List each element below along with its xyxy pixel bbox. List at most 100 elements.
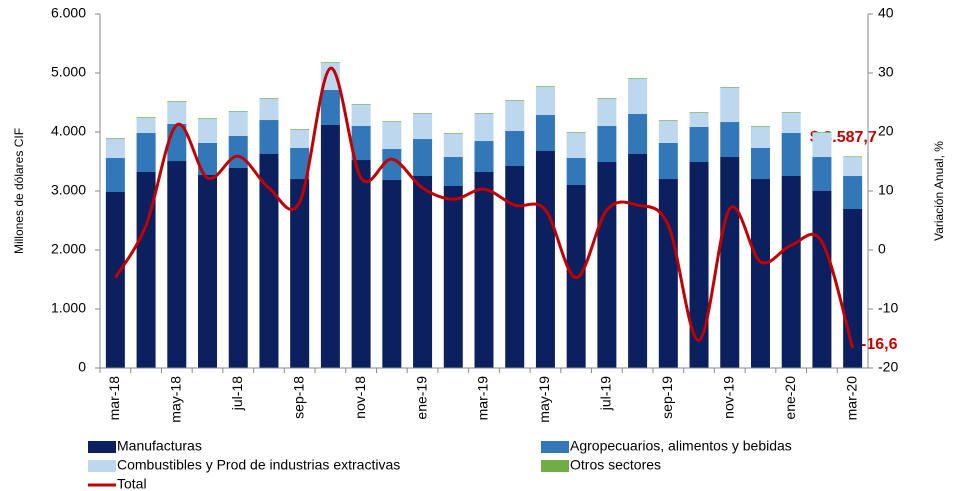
bar-segment — [812, 157, 832, 191]
bar-segment — [781, 133, 801, 177]
bar-segment — [413, 113, 433, 140]
bar-segment — [628, 114, 648, 155]
bar-segment — [720, 87, 740, 123]
bar-segment — [628, 154, 648, 368]
legend-swatch — [541, 460, 569, 472]
bar-segment — [843, 156, 863, 177]
y2-tick-label: -20 — [878, 359, 898, 375]
bar-segment — [198, 118, 218, 143]
bar-segment — [382, 180, 402, 368]
legend-label: Otros sectores — [570, 457, 661, 473]
bar-segment — [290, 147, 310, 180]
bar-segment — [658, 120, 678, 121]
x-tick-label: may-19 — [536, 376, 552, 423]
x-tick-label: nov-19 — [720, 376, 736, 419]
legend-label: Manufacturas — [117, 438, 202, 454]
bar-segment — [628, 78, 648, 79]
x-tick-label: sep-19 — [659, 376, 675, 419]
bar-segment — [136, 117, 156, 134]
x-tick-label: jul-19 — [598, 376, 614, 411]
bar-segment — [812, 191, 832, 368]
bar-segment — [474, 113, 494, 114]
bar-segment — [259, 154, 279, 368]
bar-segment — [167, 161, 187, 368]
bar-segment — [689, 111, 709, 113]
bar-segment — [750, 125, 770, 127]
bar-segment — [351, 103, 371, 105]
bar-segment — [843, 176, 863, 209]
x-tick-label: jul-18 — [229, 376, 245, 411]
bar-segment — [658, 120, 678, 143]
y-tick-label: 1.000 — [51, 300, 86, 316]
x-tick-label: mar-19 — [475, 376, 491, 421]
bar-segment — [505, 130, 525, 166]
bar-segment — [167, 101, 187, 102]
bar-segment — [689, 126, 709, 162]
bar-segment — [535, 86, 555, 116]
bar-segment — [628, 78, 648, 115]
bar-segment — [228, 136, 248, 168]
bar-segment — [720, 86, 740, 88]
bar-segment — [505, 100, 525, 131]
bar-segment — [105, 137, 125, 139]
y2-tick-label: 40 — [878, 5, 894, 21]
y-axis-label: Millones de dólares CIF — [12, 128, 26, 254]
bar-segment — [351, 125, 371, 161]
x-tick-label: sep-18 — [290, 376, 306, 419]
bar-segment — [720, 157, 740, 368]
bar-segment — [597, 125, 617, 162]
x-tick-label: ene-20 — [782, 376, 798, 420]
bar-segment — [658, 142, 678, 180]
bar-segment — [566, 132, 586, 159]
y2-axis-label: Variación Anual, % — [932, 141, 946, 241]
bar-segment — [136, 172, 156, 368]
bar-segment — [351, 104, 371, 126]
bar-segment — [474, 113, 494, 142]
bar-segment — [443, 185, 463, 368]
legend-swatch — [88, 460, 116, 472]
bar-segment — [290, 179, 310, 368]
bar-segment — [136, 133, 156, 173]
bar-segment — [259, 98, 279, 99]
bar-segment — [136, 117, 156, 118]
bar-segment — [750, 147, 770, 180]
y-tick-label: 3.000 — [51, 182, 86, 198]
x-tick-label: nov-18 — [352, 376, 368, 419]
bar-segment — [750, 126, 770, 148]
bar-segment — [535, 85, 555, 87]
legend-swatch — [541, 441, 569, 453]
y-tick-label: 0 — [78, 359, 86, 375]
bar-segment — [566, 132, 586, 133]
x-tick-label: mar-20 — [843, 376, 859, 421]
bar-segment — [689, 112, 709, 127]
y2-tick-label: 10 — [878, 182, 894, 198]
bar-segment — [781, 111, 801, 113]
bar-segment — [228, 167, 248, 368]
bar-segment — [597, 161, 617, 368]
x-tick-label: mar-18 — [106, 376, 122, 421]
bar-segment — [105, 192, 125, 368]
bar-segment — [320, 89, 340, 125]
bar-segment — [812, 132, 832, 133]
bar-segment — [413, 176, 433, 368]
bar-segment — [781, 176, 801, 368]
bar-segment — [198, 118, 218, 119]
bar-segment — [658, 179, 678, 368]
bar-segment — [167, 101, 187, 124]
bar-segment — [320, 62, 340, 90]
bar-segment — [597, 98, 617, 99]
bar-segment — [382, 148, 402, 181]
bar-segment — [290, 129, 310, 148]
line — [114, 66, 855, 349]
bar-segment — [505, 100, 525, 101]
bar-segment — [750, 179, 770, 368]
bar-segment — [413, 139, 433, 177]
x-tick-label: may-18 — [168, 376, 184, 423]
bar-segment — [474, 172, 494, 368]
x-tick-label: ene-19 — [413, 376, 429, 420]
y2-tick-label: -10 — [878, 300, 898, 316]
bar-segment — [443, 133, 463, 134]
bar-segment — [566, 158, 586, 185]
bar-segment — [382, 121, 402, 122]
